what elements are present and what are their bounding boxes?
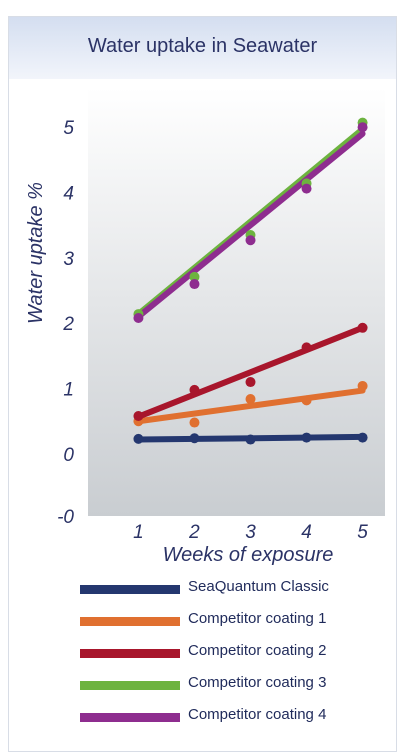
legend-label: Competitor coating 2	[188, 642, 327, 659]
y-tick-label: 2	[62, 314, 74, 335]
y-tick-label: 4	[63, 184, 74, 205]
legend-swatch	[80, 713, 180, 722]
x-tick-label: 3	[245, 522, 256, 543]
legend-swatch	[80, 649, 180, 658]
data-point-series-5	[189, 279, 200, 290]
x-tick-label: 1	[133, 522, 144, 543]
data-point-series-2	[245, 394, 256, 405]
legend-swatch	[80, 617, 180, 626]
trendline-series-2	[135, 387, 366, 425]
legend-swatch	[80, 585, 180, 594]
legend-item: Competitor coating 3	[80, 674, 380, 706]
data-point-series-3	[245, 377, 256, 388]
y-tick-label: 3	[63, 249, 74, 270]
data-point-series-5	[133, 313, 144, 324]
legend-label: Competitor coating 4	[188, 706, 327, 723]
data-point-series-3	[133, 411, 144, 422]
data-point-series-5	[245, 235, 256, 246]
data-point-series-3	[357, 322, 368, 333]
data-point-series-4	[189, 271, 200, 282]
trendline-series-3	[135, 324, 366, 420]
legend-label: SeaQuantum Classic	[188, 578, 329, 595]
y-tick-label: 0	[63, 445, 74, 466]
x-tick-label: 4	[301, 522, 312, 543]
data-point-series-2	[189, 417, 200, 428]
legend-label: Competitor coating 3	[188, 674, 327, 691]
legend-item: Competitor coating 1	[80, 610, 380, 642]
legend-item: Competitor coating 4	[80, 706, 380, 738]
y-tick-label: -0	[57, 507, 74, 528]
x-tick-label: 2	[188, 522, 200, 543]
data-point-series-1	[357, 432, 368, 443]
y-axis-label: Water uptake %	[25, 182, 47, 324]
x-axis-label: Weeks of exposure	[163, 544, 334, 566]
chart-title: Water uptake in Seawater	[87, 35, 318, 57]
y-tick-label: 5	[63, 118, 74, 139]
data-point-series-1	[133, 433, 144, 444]
x-tick-label: 5	[357, 522, 368, 543]
data-point-series-1	[189, 433, 200, 444]
legend-item: Competitor coating 2	[80, 642, 380, 674]
title-band	[9, 17, 396, 79]
data-point-series-2	[301, 395, 312, 406]
legend-swatch	[80, 681, 180, 690]
data-point-series-1	[245, 434, 256, 445]
data-point-series-3	[189, 384, 200, 395]
data-point-series-5	[301, 183, 312, 194]
data-point-series-2	[357, 380, 368, 391]
data-point-series-5	[357, 122, 368, 133]
data-point-series-3	[301, 342, 312, 353]
trendline-series-5	[135, 130, 366, 320]
legend: SeaQuantum Classic Competitor coating 1 Co…	[80, 578, 380, 738]
y-tick-label: 1	[63, 380, 74, 401]
legend-label: Competitor coating 1	[188, 610, 327, 627]
legend-item: SeaQuantum Classic	[80, 578, 380, 610]
data-point-series-1	[301, 432, 312, 443]
